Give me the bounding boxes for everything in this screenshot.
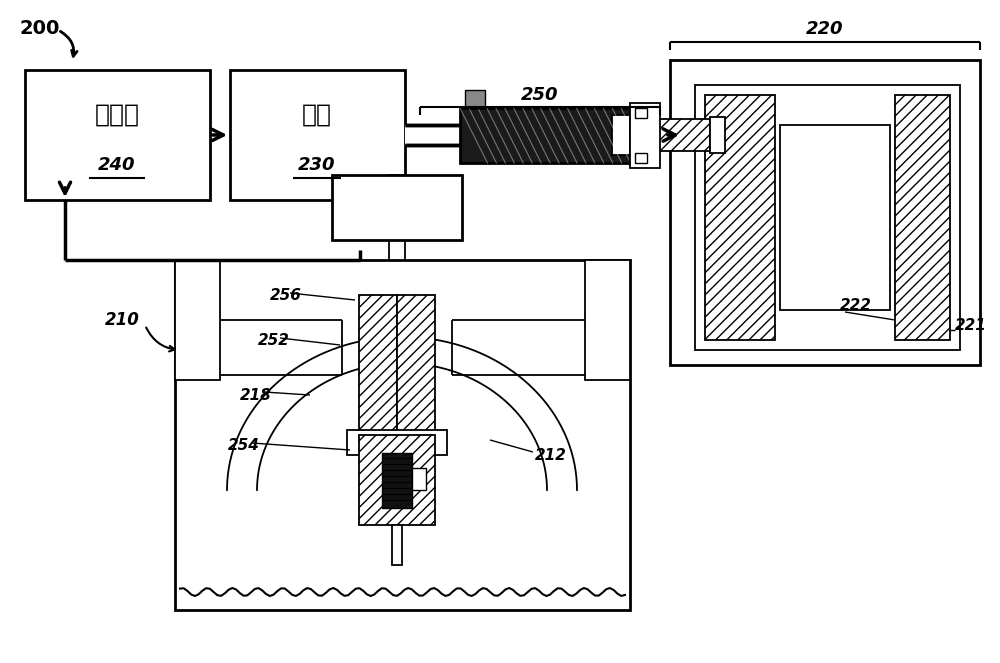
Text: 254: 254 xyxy=(228,438,260,453)
Bar xyxy=(382,453,412,508)
Text: 200: 200 xyxy=(20,19,60,38)
Bar xyxy=(780,125,890,310)
Bar xyxy=(695,85,960,350)
Bar xyxy=(230,70,405,200)
Text: 240: 240 xyxy=(98,156,136,174)
Text: 220: 220 xyxy=(806,20,844,38)
Text: 控制器: 控制器 xyxy=(94,103,140,127)
Text: 221: 221 xyxy=(955,318,987,333)
Bar xyxy=(465,90,485,108)
Bar xyxy=(635,108,647,118)
Text: 222: 222 xyxy=(840,298,872,312)
Text: 210: 210 xyxy=(105,311,139,329)
Bar xyxy=(175,260,630,610)
Bar xyxy=(585,260,630,380)
Bar xyxy=(895,95,950,340)
Text: 伺服: 伺服 xyxy=(302,103,332,127)
Text: 256: 256 xyxy=(270,288,302,302)
Text: 212: 212 xyxy=(535,448,567,463)
Bar xyxy=(359,435,435,525)
Bar xyxy=(397,295,435,435)
Bar xyxy=(359,295,397,435)
Bar xyxy=(392,525,402,565)
Bar xyxy=(332,175,462,240)
Bar xyxy=(25,70,210,200)
Bar xyxy=(710,117,725,153)
Bar xyxy=(347,430,447,455)
Bar xyxy=(405,125,680,145)
Bar xyxy=(705,95,775,340)
Bar xyxy=(175,260,220,380)
Bar xyxy=(630,119,710,151)
Bar xyxy=(389,175,405,260)
Bar xyxy=(630,103,660,168)
Bar xyxy=(388,180,406,230)
Bar xyxy=(635,153,647,163)
Bar xyxy=(460,108,630,163)
Text: 230: 230 xyxy=(298,156,336,174)
Text: 250: 250 xyxy=(521,86,559,104)
Text: 218: 218 xyxy=(240,387,272,402)
Text: 252: 252 xyxy=(258,333,290,347)
Bar xyxy=(670,60,980,365)
Bar xyxy=(412,468,426,490)
Bar xyxy=(612,115,630,155)
